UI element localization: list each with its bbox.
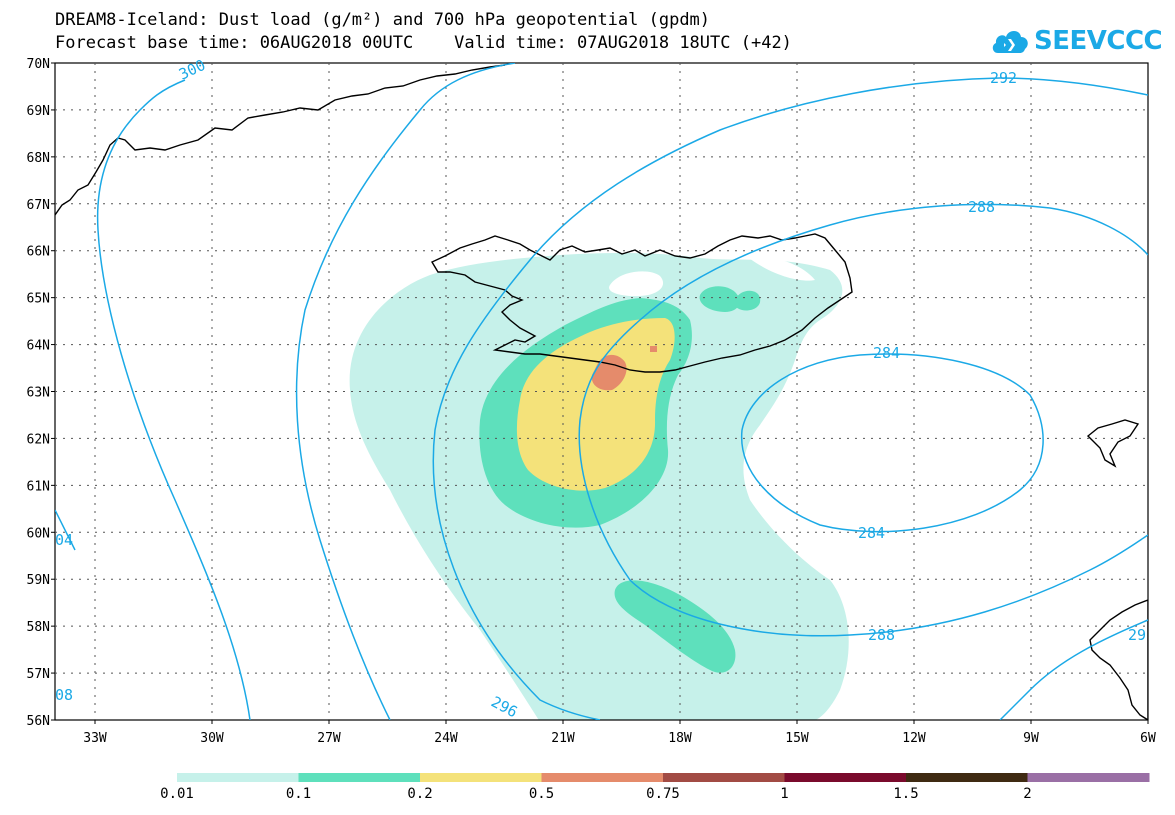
contour-label-284-south: 284 — [858, 524, 885, 542]
contour-label-304: 04 — [55, 531, 73, 549]
contour-304 — [55, 509, 76, 551]
contour-288 — [578, 203, 1148, 637]
latitude-labels: 70N 69N 68N 67N 66N 65N 64N 63N 62N 61N 60N 59N 58N 5… — [27, 57, 55, 729]
longitude-label: 15W — [785, 731, 809, 746]
contour-label-284-north: 284 — [873, 344, 900, 362]
longitude-labels: 33W 30W 27W 24W 21W 18W 15W 12W 9W 6W — [83, 720, 1156, 746]
contour-label-292: 292 — [990, 69, 1017, 87]
latitude-label: 69N — [27, 104, 50, 119]
latitude-label: 61N — [27, 479, 50, 494]
longitude-label: 30W — [200, 731, 224, 746]
colorbar — [177, 773, 1150, 782]
colorbar-label: 1 — [780, 786, 789, 802]
contour-label-308: 08 — [55, 686, 73, 704]
latitude-label: 64N — [27, 339, 50, 354]
latitude-label: 70N — [27, 57, 50, 72]
coastlines — [55, 64, 1148, 720]
latitude-label: 60N — [27, 526, 50, 541]
seevccc-logo: SEEVCCC — [990, 23, 1163, 59]
logo-text: SEEVCCC — [1034, 26, 1163, 56]
colorbar-label: 1.5 — [893, 786, 919, 802]
latitude-label: 56N — [27, 714, 50, 729]
contour-label-288-north: 288 — [968, 198, 995, 216]
colorbar-swatch — [298, 773, 421, 782]
geopotential-contours — [55, 63, 1148, 720]
contour-label-288-south: 288 — [868, 626, 895, 644]
dust-hole-2 — [745, 255, 815, 281]
faroe-islands-coast — [1086, 419, 1140, 468]
greenland-coast — [55, 64, 506, 216]
latitude-label: 58N — [27, 620, 50, 635]
contour-label-29x: 29 — [1128, 626, 1146, 644]
contour-284 — [740, 353, 1044, 533]
dust-patch-south — [614, 580, 736, 673]
longitude-label: 6W — [1140, 731, 1156, 746]
contour-label-300: 300 — [176, 56, 208, 84]
colorbar-swatch — [541, 773, 664, 782]
latitude-label: 67N — [27, 198, 50, 213]
longitude-label: 33W — [83, 731, 107, 746]
latitude-label: 63N — [27, 386, 50, 401]
contour-292 — [432, 77, 1148, 720]
longitude-label: 21W — [551, 731, 575, 746]
dust-patch-north — [699, 286, 740, 312]
longitude-label: 12W — [902, 731, 926, 746]
colorbar-swatch — [1027, 773, 1150, 782]
contour-300 — [96, 79, 251, 720]
scotland-coast — [1089, 599, 1148, 720]
dust-contour-0-2 — [516, 318, 675, 491]
contour-296-east — [999, 619, 1148, 720]
map-subtitle: Forecast base time: 06AUG2018 00UTC Vali… — [55, 33, 792, 53]
contour-label-296: 296 — [488, 693, 520, 722]
colorbar-label: 0.5 — [528, 786, 555, 802]
dust-field — [349, 253, 849, 720]
latitude-label: 59N — [27, 573, 50, 588]
longitude-label: 27W — [317, 731, 341, 746]
colorbar-label: 0.1 — [285, 786, 312, 802]
colorbar-swatch — [784, 773, 907, 782]
latitude-label: 66N — [27, 245, 50, 260]
cloud-logo-icon — [992, 31, 1028, 53]
colorbar-swatch — [177, 773, 299, 782]
longitude-label: 9W — [1023, 731, 1039, 746]
colorbar-swatch — [420, 773, 542, 782]
latitude-label: 57N — [27, 667, 50, 682]
colorbar-swatch — [906, 773, 1028, 782]
dust-hole-1 — [609, 271, 664, 297]
colorbar-label: 2 — [1023, 786, 1032, 802]
colorbar-label: 0.2 — [407, 786, 433, 802]
latitude-label: 65N — [27, 292, 50, 307]
dust-patch-northeast — [734, 290, 761, 311]
longitude-label: 24W — [434, 731, 458, 746]
iceland-coast — [430, 233, 853, 373]
colorbar-swatch — [663, 773, 785, 782]
colorbar-label: 0.75 — [646, 786, 680, 802]
map-title: DREAM8-Iceland: Dust load (g/m²) and 700… — [55, 10, 711, 30]
contour-296 — [295, 63, 516, 720]
latitude-label: 62N — [27, 432, 50, 447]
latitude-label: 68N — [27, 151, 50, 166]
dust-contour-0-5-small — [650, 346, 657, 352]
colorbar-label: 0.01 — [160, 786, 194, 802]
longitude-label: 18W — [668, 731, 692, 746]
